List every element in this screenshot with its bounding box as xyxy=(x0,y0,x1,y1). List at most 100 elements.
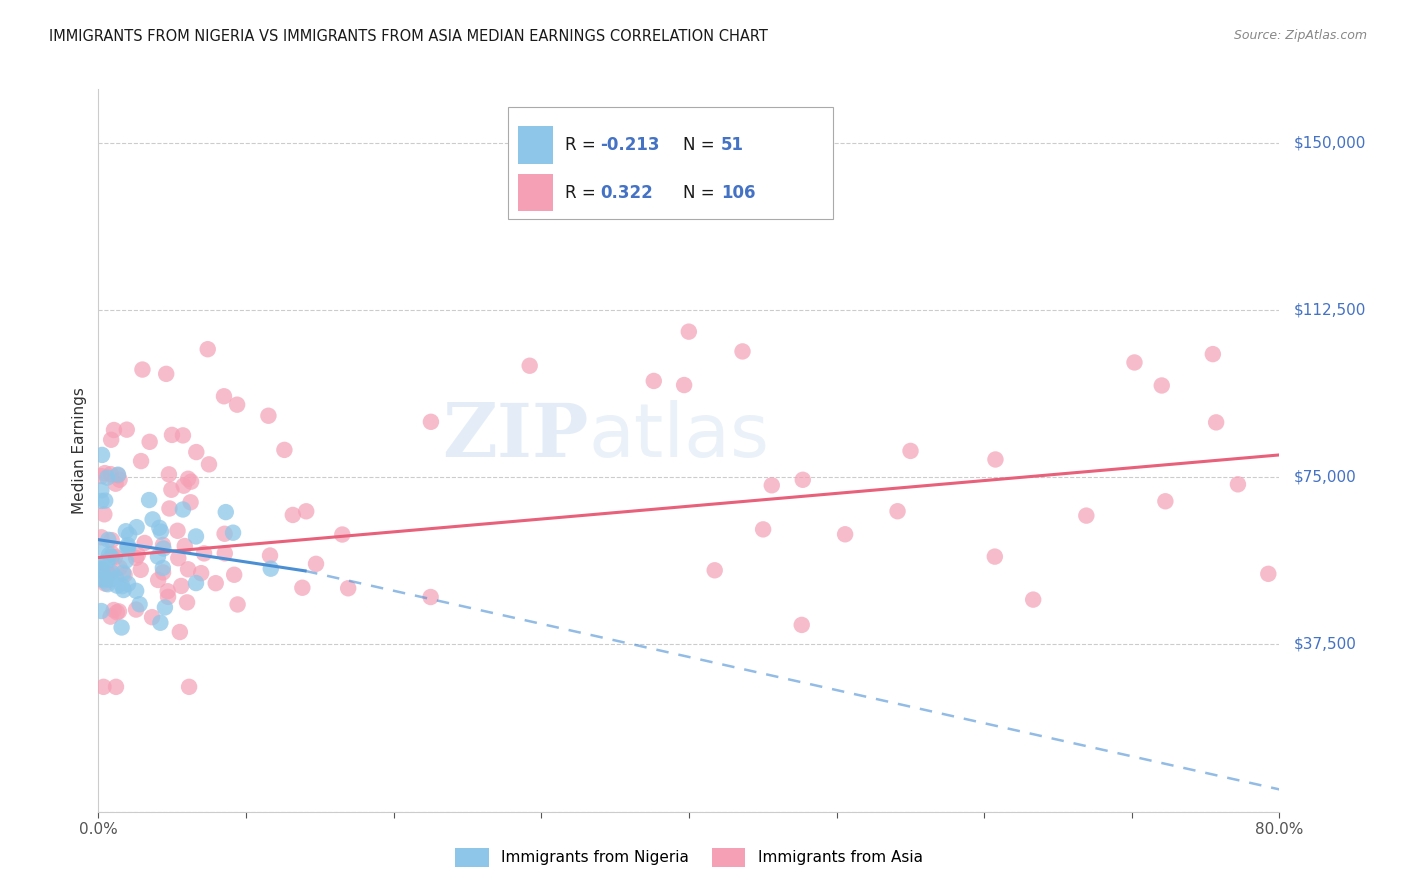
Point xyxy=(177,472,200,486)
Point xyxy=(104,476,127,491)
Text: Source: ZipAtlas.com: Source: ZipAtlas.com xyxy=(1233,29,1367,42)
Point xyxy=(91,448,114,462)
Point xyxy=(103,423,125,437)
Point xyxy=(419,415,441,429)
Point xyxy=(94,576,117,591)
Point xyxy=(170,579,193,593)
Point xyxy=(180,475,202,489)
Point xyxy=(180,495,202,509)
Point xyxy=(149,524,172,539)
Point xyxy=(1205,416,1227,430)
Point xyxy=(1022,592,1045,607)
Point xyxy=(118,528,141,542)
Point xyxy=(90,604,112,618)
Point xyxy=(90,483,112,498)
Point xyxy=(160,483,183,497)
Point xyxy=(108,561,131,575)
Point xyxy=(100,565,122,579)
Point xyxy=(93,574,115,588)
Point xyxy=(172,502,194,516)
Point xyxy=(1150,378,1173,392)
Point xyxy=(159,501,181,516)
Point xyxy=(114,567,136,582)
Point xyxy=(792,473,814,487)
Point xyxy=(1154,494,1177,508)
Point xyxy=(834,527,856,541)
Point xyxy=(105,579,128,593)
Point xyxy=(1226,477,1249,491)
Text: 51: 51 xyxy=(721,136,744,153)
Point xyxy=(100,533,122,548)
Point xyxy=(97,577,120,591)
Point xyxy=(153,600,176,615)
Point xyxy=(193,546,215,560)
Point xyxy=(98,566,121,581)
Point xyxy=(112,566,135,580)
Point xyxy=(129,454,152,468)
FancyBboxPatch shape xyxy=(508,107,832,219)
Point xyxy=(173,478,195,492)
Point xyxy=(156,584,179,599)
Point xyxy=(97,533,120,547)
Point xyxy=(257,409,280,423)
Point xyxy=(703,563,725,577)
Text: atlas: atlas xyxy=(589,400,769,473)
Point xyxy=(886,504,908,518)
Point xyxy=(184,576,207,591)
Point xyxy=(152,538,174,552)
Point xyxy=(212,389,235,403)
Point xyxy=(128,597,150,611)
Point xyxy=(125,520,148,534)
Point xyxy=(100,549,122,564)
Point xyxy=(90,562,112,576)
Point xyxy=(107,467,129,482)
Point xyxy=(155,367,177,381)
Point xyxy=(337,582,360,596)
Point xyxy=(90,469,112,483)
Point xyxy=(157,467,180,482)
Point xyxy=(104,571,127,585)
Point xyxy=(96,554,118,568)
Point xyxy=(198,458,221,472)
Point xyxy=(1202,347,1225,361)
Point xyxy=(146,573,169,587)
Point xyxy=(167,551,190,566)
Point xyxy=(186,445,208,459)
Point xyxy=(900,443,922,458)
Point xyxy=(117,541,139,555)
Point xyxy=(125,550,148,565)
Point xyxy=(91,564,114,578)
Point xyxy=(90,562,112,576)
Text: N =: N = xyxy=(683,184,720,202)
Point xyxy=(330,527,353,541)
Point xyxy=(678,325,700,339)
Point xyxy=(93,680,115,694)
Point xyxy=(160,428,183,442)
Text: 106: 106 xyxy=(721,184,755,202)
Text: $37,500: $37,500 xyxy=(1294,637,1357,652)
Point xyxy=(197,342,219,356)
Point xyxy=(215,505,238,519)
Text: 0.322: 0.322 xyxy=(600,184,654,202)
Point xyxy=(93,508,115,522)
Point xyxy=(125,583,148,598)
Point xyxy=(222,525,245,540)
Point xyxy=(100,467,122,482)
Point xyxy=(519,359,541,373)
Point xyxy=(90,530,112,544)
Point xyxy=(134,536,156,550)
Text: ZIP: ZIP xyxy=(441,400,589,473)
Point xyxy=(305,557,328,571)
Point xyxy=(100,609,122,624)
Point xyxy=(90,573,112,587)
Bar xyxy=(517,174,553,211)
Point xyxy=(103,603,125,617)
Point xyxy=(184,529,207,543)
Point xyxy=(291,581,314,595)
Text: R =: R = xyxy=(565,184,600,202)
Point xyxy=(419,590,441,604)
Point xyxy=(273,442,295,457)
Point xyxy=(94,466,117,480)
Point xyxy=(790,618,813,632)
Point xyxy=(108,604,131,618)
